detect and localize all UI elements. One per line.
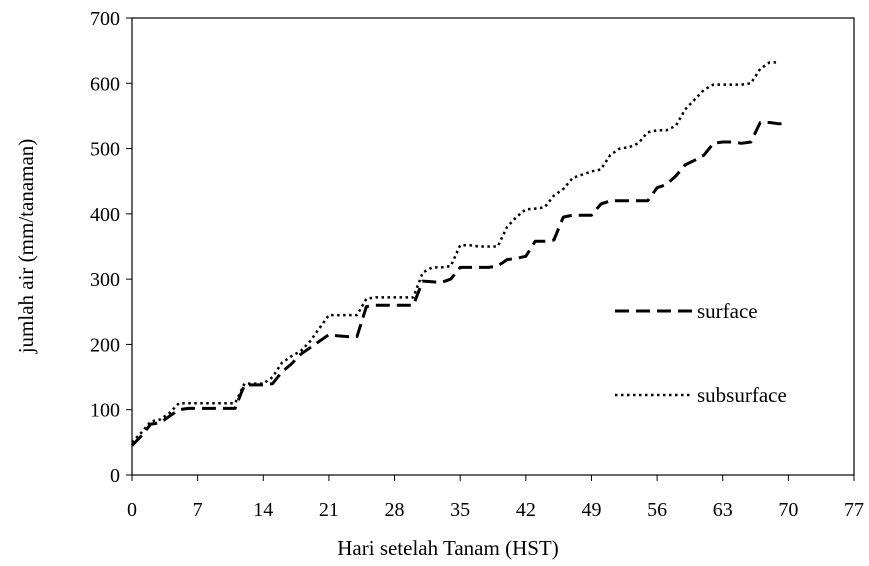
x-tick-label: 14 — [253, 499, 273, 521]
y-axis-ticks: 0 100 200 300 400 500 600 700 — [90, 8, 132, 487]
x-tick-label: 56 — [647, 499, 667, 521]
y-tick-label: 300 — [90, 269, 120, 291]
x-tick-label: 42 — [516, 499, 536, 521]
x-axis-ticks: 0 7 14 21 28 35 42 49 56 63 70 77 — [127, 475, 864, 521]
plot-area — [131, 17, 855, 476]
legend: surface subsurface — [615, 299, 787, 407]
y-tick-label: 100 — [90, 400, 120, 422]
x-tick-label: 70 — [778, 499, 798, 521]
x-tick-label: 35 — [450, 499, 470, 521]
x-tick-label: 49 — [581, 499, 601, 521]
x-tick-label: 28 — [385, 499, 405, 521]
series-line-surface — [130, 121, 789, 447]
y-tick-label: 700 — [90, 8, 120, 30]
x-tick-label: 7 — [193, 499, 203, 521]
x-axis-title: Hari setelah Tanam (HST) — [337, 536, 558, 560]
y-tick-label: 400 — [90, 204, 120, 226]
y-tick-label: 500 — [90, 139, 120, 161]
x-tick-label: 21 — [319, 499, 339, 521]
legend-label-surface: surface — [697, 299, 758, 323]
series-layer — [130, 61, 789, 447]
y-tick-label: 200 — [90, 334, 120, 356]
x-tick-label: 0 — [127, 499, 137, 521]
y-tick-label: 600 — [90, 73, 120, 95]
x-tick-label: 63 — [713, 499, 733, 521]
y-tick-label: 0 — [110, 465, 120, 487]
legend-label-subsurface: subsurface — [697, 383, 787, 407]
x-tick-label: 77 — [844, 499, 864, 521]
y-axis-title: jumlah air (mm/tanaman) — [14, 139, 38, 355]
